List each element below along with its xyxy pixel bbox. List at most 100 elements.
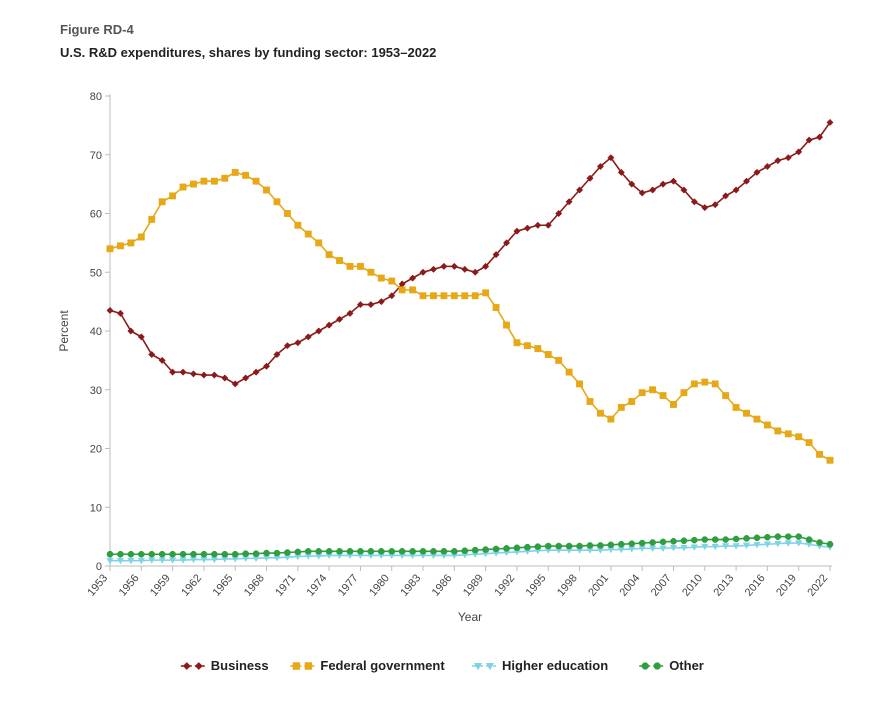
marker <box>305 548 311 554</box>
marker <box>545 351 551 357</box>
marker <box>472 547 478 553</box>
marker <box>660 181 666 187</box>
legend-label: Business <box>211 658 269 673</box>
marker <box>545 543 551 549</box>
marker <box>201 178 207 184</box>
marker <box>691 537 697 543</box>
marker <box>556 543 562 549</box>
marker <box>378 275 384 281</box>
legend-label: Higher education <box>502 658 608 673</box>
x-tick-label: 1959 <box>148 572 173 598</box>
marker <box>430 266 436 272</box>
marker <box>775 157 781 163</box>
legend-label: Other <box>669 658 704 673</box>
marker <box>368 548 374 554</box>
marker <box>577 543 583 549</box>
x-tick-label: 1995 <box>524 572 549 598</box>
marker <box>670 401 676 407</box>
marker <box>639 389 645 395</box>
marker <box>128 240 134 246</box>
marker <box>191 551 197 557</box>
marker <box>597 410 603 416</box>
marker <box>712 381 718 387</box>
y-tick-label: 20 <box>90 444 102 456</box>
marker <box>535 544 541 550</box>
marker <box>138 234 144 240</box>
y-tick-label: 80 <box>90 91 102 103</box>
marker <box>733 404 739 410</box>
marker <box>514 545 520 551</box>
marker <box>420 548 426 554</box>
x-tick-label: 2001 <box>586 572 611 598</box>
x-tick-label: 2016 <box>743 572 768 598</box>
marker <box>514 340 520 346</box>
marker <box>264 550 270 556</box>
marker <box>295 222 301 228</box>
marker <box>681 538 687 544</box>
marker <box>389 278 395 284</box>
marker <box>796 534 802 540</box>
x-tick-label: 1989 <box>461 572 486 598</box>
marker <box>639 540 645 546</box>
marker <box>618 541 624 547</box>
x-tick-label: 1983 <box>398 572 423 598</box>
y-tick-label: 70 <box>90 150 102 162</box>
marker <box>723 537 729 543</box>
legend-item: Other <box>639 658 704 673</box>
marker <box>211 372 217 378</box>
x-tick-label: 1953 <box>85 572 110 598</box>
x-tick-label: 1986 <box>430 572 455 598</box>
marker <box>378 298 384 304</box>
marker <box>462 548 468 554</box>
legend-item: Business <box>181 658 269 673</box>
marker <box>462 266 468 272</box>
x-tick-label: 2004 <box>618 572 643 598</box>
legend: BusinessFederal governmentHigher educati… <box>181 658 704 673</box>
marker <box>691 381 697 387</box>
marker <box>451 263 457 269</box>
y-tick-label: 0 <box>96 561 102 573</box>
marker <box>754 535 760 541</box>
marker <box>211 551 217 557</box>
marker <box>431 548 437 554</box>
marker <box>409 275 415 281</box>
y-tick-label: 50 <box>90 267 102 279</box>
marker <box>149 216 155 222</box>
marker <box>117 243 123 249</box>
marker <box>775 534 781 540</box>
marker <box>806 537 812 543</box>
marker <box>389 548 395 554</box>
marker <box>827 457 833 463</box>
marker <box>159 551 165 557</box>
marker <box>744 535 750 541</box>
marker <box>409 287 415 293</box>
y-tick-label: 40 <box>90 326 102 338</box>
marker <box>524 342 530 348</box>
x-tick-label: 1962 <box>179 572 204 598</box>
marker <box>347 263 353 269</box>
x-tick-label: 2010 <box>680 572 705 598</box>
marker <box>128 551 134 557</box>
x-tick-label: 2013 <box>711 572 736 598</box>
marker <box>733 536 739 542</box>
x-tick-label: 1977 <box>336 572 361 598</box>
marker <box>315 328 321 334</box>
series-business <box>107 119 833 387</box>
marker <box>368 301 374 307</box>
marker <box>764 534 770 540</box>
marker <box>420 293 426 299</box>
marker <box>399 287 405 293</box>
marker <box>785 431 791 437</box>
marker <box>535 345 541 351</box>
marker <box>430 293 436 299</box>
marker <box>795 434 801 440</box>
figure-label: Figure RD-4 <box>60 22 851 37</box>
marker <box>535 222 541 228</box>
marker <box>253 551 259 557</box>
marker <box>368 269 374 275</box>
marker <box>138 551 144 557</box>
marker <box>326 322 332 328</box>
marker <box>284 550 290 556</box>
marker <box>764 422 770 428</box>
marker <box>702 537 708 543</box>
